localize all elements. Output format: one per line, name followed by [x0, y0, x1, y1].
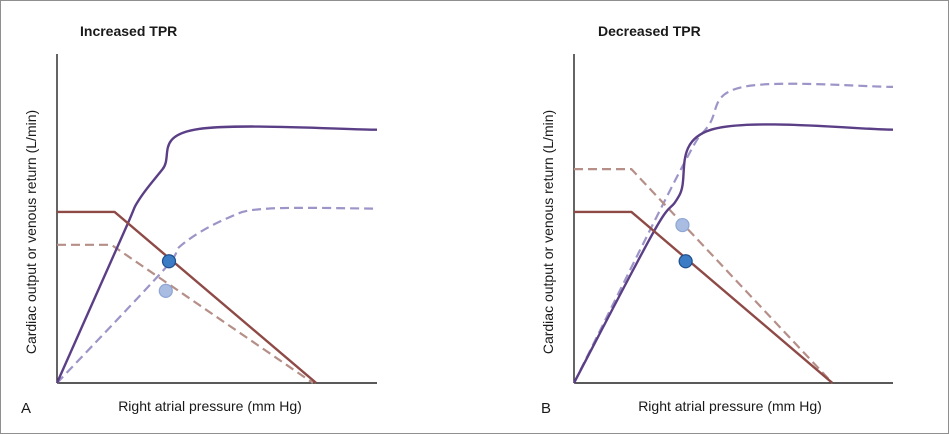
panel-b-shifted-cardiac-output-curve: [573, 82, 894, 384]
panel-a: Increased TPR A Right atrial pressure (m…: [21, 23, 378, 417]
panel-b-x-axis-label: Right atrial pressure (mm Hg): [638, 398, 822, 414]
panel-a-shifted-equilibrium-point: [158, 283, 173, 298]
panel-b-equilibrium-point: [678, 254, 693, 269]
panel-a-venous-return-curve: [57, 210, 317, 384]
panel-a-plot-area: [55, 125, 378, 384]
panel-a-cardiac-output-curve: [55, 125, 378, 384]
panel-b-shifted-venous-return-curve: [574, 168, 834, 384]
panel-b-letter: B: [541, 400, 551, 417]
panel-b: Decreased TPR B Right atrial pressure (m…: [540, 23, 894, 417]
panel-b-cardiac-output-curve: [572, 123, 894, 384]
panel-b-y-axis-label: Cardiac output or venous return (L/min): [540, 110, 556, 354]
panel-a-title: Increased TPR: [80, 23, 177, 39]
panel-a-y-axis-label: Cardiac output or venous return (L/min): [23, 110, 39, 354]
panel-a-shifted-cardiac-output-curve: [56, 206, 378, 384]
panel-b-shifted-equilibrium-point: [675, 217, 690, 233]
panel-a-equilibrium-point: [161, 254, 177, 269]
panel-a-shifted-venous-return-curve: [57, 243, 314, 384]
panel-b-plot-area: [572, 82, 894, 384]
panel-a-letter: A: [21, 400, 31, 417]
panel-b-title: Decreased TPR: [598, 23, 701, 39]
panel-b-venous-return-curve: [574, 210, 834, 384]
panel-a-x-axis-label: Right atrial pressure (mm Hg): [118, 398, 302, 414]
